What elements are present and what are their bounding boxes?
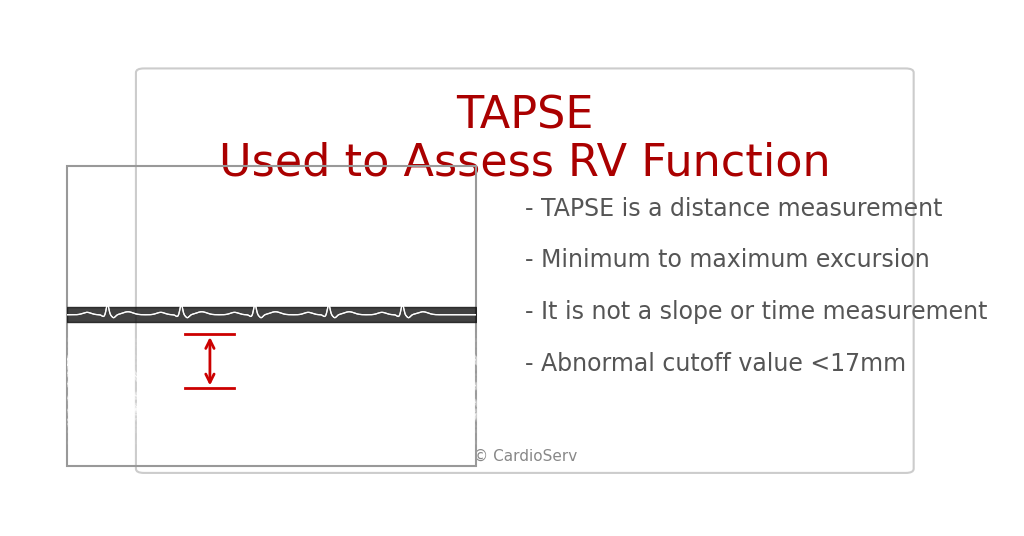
Text: TAPSE: TAPSE (456, 94, 594, 137)
Text: Used to Assess RV Function: Used to Assess RV Function (219, 142, 830, 185)
Text: - Abnormal cutoff value <17mm: - Abnormal cutoff value <17mm (524, 352, 906, 376)
Text: © CardioServ: © CardioServ (473, 449, 577, 464)
Bar (67, 166, 476, 466)
Text: - TAPSE is a distance measurement: - TAPSE is a distance measurement (524, 197, 942, 221)
Text: - It is not a slope or time measurement: - It is not a slope or time measurement (524, 300, 987, 324)
Text: I: I (267, 267, 269, 276)
FancyBboxPatch shape (136, 69, 913, 473)
Text: - Minimum to maximum excursion: - Minimum to maximum excursion (524, 248, 930, 272)
